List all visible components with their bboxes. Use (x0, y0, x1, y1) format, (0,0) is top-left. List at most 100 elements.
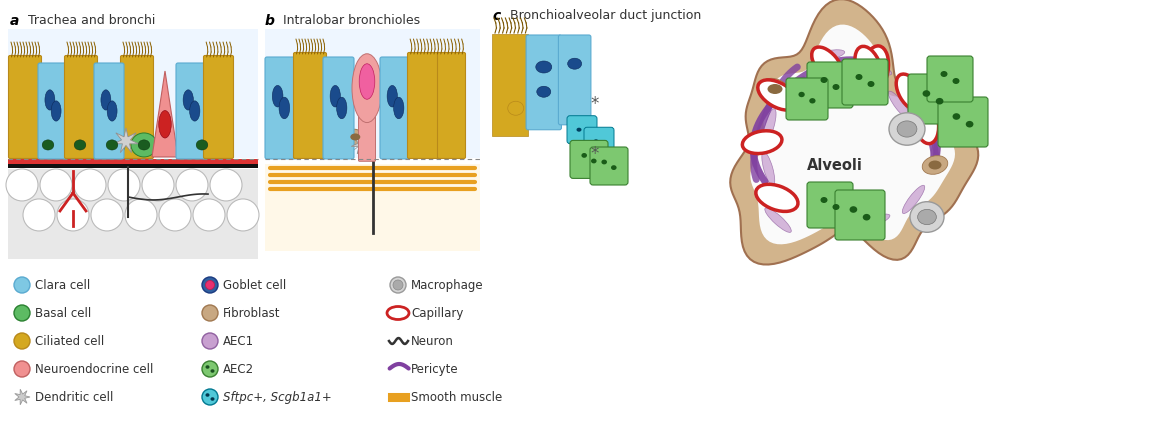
Ellipse shape (359, 64, 375, 100)
Ellipse shape (203, 361, 218, 377)
Polygon shape (15, 389, 30, 405)
Ellipse shape (591, 159, 596, 164)
Ellipse shape (101, 91, 111, 111)
Circle shape (227, 199, 259, 231)
Ellipse shape (67, 134, 93, 158)
Ellipse shape (779, 78, 806, 102)
Circle shape (6, 170, 37, 201)
Ellipse shape (863, 215, 870, 221)
Bar (8, 30, 258, 133)
Ellipse shape (508, 102, 523, 116)
FancyBboxPatch shape (323, 58, 354, 159)
Bar (265, 165, 480, 252)
Text: Neuroendocrine cell: Neuroendocrine cell (35, 363, 153, 376)
Polygon shape (152, 72, 178, 158)
Ellipse shape (940, 72, 947, 78)
Text: Trachea and bronchi: Trachea and bronchi (20, 14, 156, 27)
Ellipse shape (889, 113, 925, 146)
Ellipse shape (910, 202, 944, 233)
Text: Pericyte: Pericyte (411, 363, 459, 376)
FancyBboxPatch shape (37, 64, 68, 159)
Ellipse shape (393, 98, 404, 120)
Ellipse shape (862, 47, 889, 94)
FancyBboxPatch shape (526, 36, 561, 131)
FancyBboxPatch shape (121, 57, 153, 159)
FancyBboxPatch shape (570, 141, 608, 179)
Text: Intralobar bronchioles: Intralobar bronchioles (275, 14, 420, 27)
Ellipse shape (966, 122, 973, 128)
Ellipse shape (765, 208, 792, 233)
Circle shape (193, 199, 225, 231)
Ellipse shape (889, 92, 911, 120)
Ellipse shape (159, 111, 171, 139)
Ellipse shape (107, 141, 118, 151)
Ellipse shape (205, 281, 214, 290)
Ellipse shape (856, 75, 863, 81)
FancyBboxPatch shape (204, 57, 233, 159)
Ellipse shape (350, 134, 361, 141)
Ellipse shape (536, 62, 552, 74)
Ellipse shape (913, 101, 939, 144)
FancyBboxPatch shape (358, 107, 376, 162)
Text: AEC1: AEC1 (222, 335, 254, 348)
Ellipse shape (211, 369, 214, 373)
Ellipse shape (799, 92, 804, 98)
Circle shape (108, 170, 141, 201)
Ellipse shape (189, 134, 215, 158)
Text: Macrophage: Macrophage (411, 279, 484, 292)
Text: Fibroblast: Fibroblast (222, 307, 281, 320)
Ellipse shape (108, 102, 117, 122)
FancyBboxPatch shape (590, 148, 628, 186)
Ellipse shape (810, 51, 844, 62)
Ellipse shape (44, 91, 55, 111)
FancyBboxPatch shape (64, 57, 97, 159)
Ellipse shape (952, 114, 960, 120)
Ellipse shape (576, 128, 582, 132)
Bar (8, 170, 258, 259)
Bar (265, 30, 480, 159)
Ellipse shape (857, 215, 890, 230)
FancyBboxPatch shape (584, 128, 614, 156)
Ellipse shape (568, 59, 582, 70)
Ellipse shape (70, 142, 84, 153)
Circle shape (91, 199, 123, 231)
Ellipse shape (760, 79, 789, 100)
Ellipse shape (868, 82, 875, 88)
Ellipse shape (330, 86, 341, 108)
Ellipse shape (388, 86, 397, 108)
Ellipse shape (42, 141, 54, 151)
Circle shape (176, 170, 208, 201)
FancyBboxPatch shape (176, 64, 207, 159)
Ellipse shape (205, 393, 210, 397)
Ellipse shape (821, 198, 828, 204)
Ellipse shape (952, 79, 959, 85)
Ellipse shape (923, 156, 947, 175)
Ellipse shape (763, 110, 776, 143)
Text: Basal cell: Basal cell (35, 307, 91, 320)
Circle shape (210, 170, 242, 201)
Ellipse shape (611, 166, 617, 171)
Ellipse shape (14, 305, 30, 321)
Text: Clara cell: Clara cell (35, 279, 90, 292)
Ellipse shape (352, 55, 382, 123)
Text: Goblet cell: Goblet cell (222, 279, 286, 292)
Text: c: c (492, 9, 500, 23)
Ellipse shape (858, 61, 892, 76)
Text: Ciliated cell: Ciliated cell (35, 335, 104, 348)
FancyBboxPatch shape (381, 58, 411, 159)
Text: b: b (265, 14, 275, 28)
Text: Dendritic cell: Dendritic cell (35, 391, 114, 403)
Text: Bronchioalveolar duct junction: Bronchioalveolar duct junction (502, 9, 701, 22)
Ellipse shape (855, 47, 882, 89)
Ellipse shape (203, 277, 218, 293)
Ellipse shape (755, 185, 797, 212)
FancyBboxPatch shape (927, 57, 973, 103)
Text: *: * (590, 145, 598, 162)
FancyBboxPatch shape (908, 75, 958, 125)
Ellipse shape (14, 333, 30, 349)
Ellipse shape (344, 130, 367, 145)
Ellipse shape (896, 75, 924, 111)
Ellipse shape (762, 152, 775, 186)
Ellipse shape (138, 141, 150, 151)
FancyBboxPatch shape (807, 183, 852, 229)
